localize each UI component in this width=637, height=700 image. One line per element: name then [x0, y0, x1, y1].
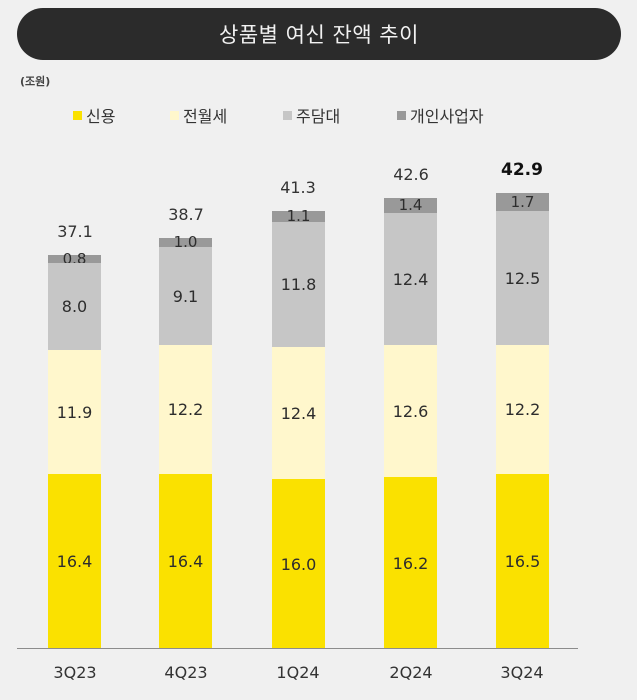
segment-mortgage: 12.5 — [496, 211, 549, 345]
legend-swatch-credit — [73, 110, 82, 120]
legend-item-jeonse: 전월세 — [170, 105, 228, 126]
segment-business: 0.8 — [48, 251, 101, 266]
segment-value: 1.1 — [286, 207, 311, 225]
segment-value: 9.1 — [172, 286, 199, 306]
segment-value: 11.8 — [280, 275, 317, 294]
segment-business: 1.7 — [496, 193, 549, 211]
segment-jeonse: 12.6 — [384, 345, 437, 477]
legend-swatch-jeonse — [170, 110, 179, 120]
x-axis-line — [17, 648, 578, 649]
bar-3q24: 1.7 12.5 12.2 16.5 — [496, 193, 549, 649]
legend-label: 신용 — [86, 107, 116, 126]
segment-value: 1.4 — [398, 196, 423, 214]
legend-item-credit: 신용 — [73, 105, 116, 126]
segment-value: 1.7 — [510, 192, 535, 211]
bar-2q24: 1.4 12.4 12.6 16.2 — [384, 198, 437, 649]
x-label-2q24: 2Q24 — [389, 663, 433, 682]
segment-credit: 16.4 — [48, 474, 101, 649]
legend-item-mortgage: 주담대 — [283, 105, 341, 126]
segment-value: 16.2 — [392, 553, 429, 573]
chart-title-text: 상품별 여신 잔액 추이 — [219, 23, 419, 47]
segment-value: 12.4 — [392, 269, 429, 289]
total-label-3q23: 37.1 — [57, 222, 93, 241]
segment-value: 16.5 — [504, 552, 541, 571]
segment-value: 12.4 — [280, 403, 317, 423]
legend: 신용 전월세 주담대 개인사업자 — [0, 105, 637, 126]
segment-value: 1.0 — [173, 233, 198, 251]
segment-value: 16.0 — [280, 554, 317, 574]
segment-value: 0.8 — [62, 249, 87, 268]
legend-label: 전월세 — [183, 107, 228, 126]
segment-value: 12.2 — [167, 400, 204, 419]
segment-value: 16.4 — [167, 552, 204, 571]
legend-item-business: 개인사업자 — [397, 105, 484, 126]
segment-credit: 16.4 — [159, 474, 212, 649]
segment-value: 12.2 — [504, 400, 541, 419]
legend-label: 개인사업자 — [410, 107, 484, 126]
bar-4q23: 1.0 9.1 12.2 16.4 — [159, 233, 212, 649]
segment-value: 12.6 — [392, 401, 429, 421]
legend-swatch-mortgage — [283, 110, 292, 120]
total-label-4q23: 38.7 — [168, 205, 204, 224]
segment-business: 1.1 — [272, 207, 325, 225]
segment-mortgage: 11.8 — [272, 222, 325, 347]
segment-value: 16.4 — [56, 552, 93, 571]
segment-mortgage: 8.0 — [48, 263, 101, 350]
x-label-1q24: 1Q24 — [276, 663, 320, 682]
chart-title: 상품별 여신 잔액 추이 — [17, 8, 621, 60]
segment-credit: 16.0 — [272, 479, 325, 649]
x-label-3q23: 3Q23 — [53, 663, 97, 682]
total-label-3q24: 42.9 — [501, 160, 543, 180]
unit-label: (조원) — [20, 75, 51, 88]
segment-jeonse: 12.4 — [272, 347, 325, 479]
x-label-4q23: 4Q23 — [164, 663, 208, 682]
segment-credit: 16.5 — [496, 474, 549, 649]
legend-swatch-business — [397, 110, 406, 120]
segment-value: 8.0 — [61, 297, 88, 316]
bar-1q24: 1.1 11.8 12.4 16.0 — [272, 207, 325, 649]
total-label-2q24: 42.6 — [393, 165, 429, 184]
segment-value: 11.9 — [56, 402, 93, 422]
segment-jeonse: 12.2 — [159, 345, 212, 474]
segment-jeonse: 11.9 — [48, 350, 101, 474]
segment-value: 12.5 — [504, 268, 541, 288]
segment-mortgage: 9.1 — [159, 247, 212, 345]
x-label-3q24: 3Q24 — [500, 663, 544, 682]
segment-jeonse: 12.2 — [496, 345, 549, 474]
segment-business: 1.0 — [159, 233, 212, 251]
segment-business: 1.4 — [384, 198, 437, 213]
total-label-1q24: 41.3 — [280, 178, 316, 197]
bar-3q23: 0.8 8.0 11.9 16.4 — [48, 251, 101, 649]
segment-mortgage: 12.4 — [384, 213, 437, 345]
segment-credit: 16.2 — [384, 477, 437, 649]
legend-label: 주담대 — [296, 107, 341, 126]
